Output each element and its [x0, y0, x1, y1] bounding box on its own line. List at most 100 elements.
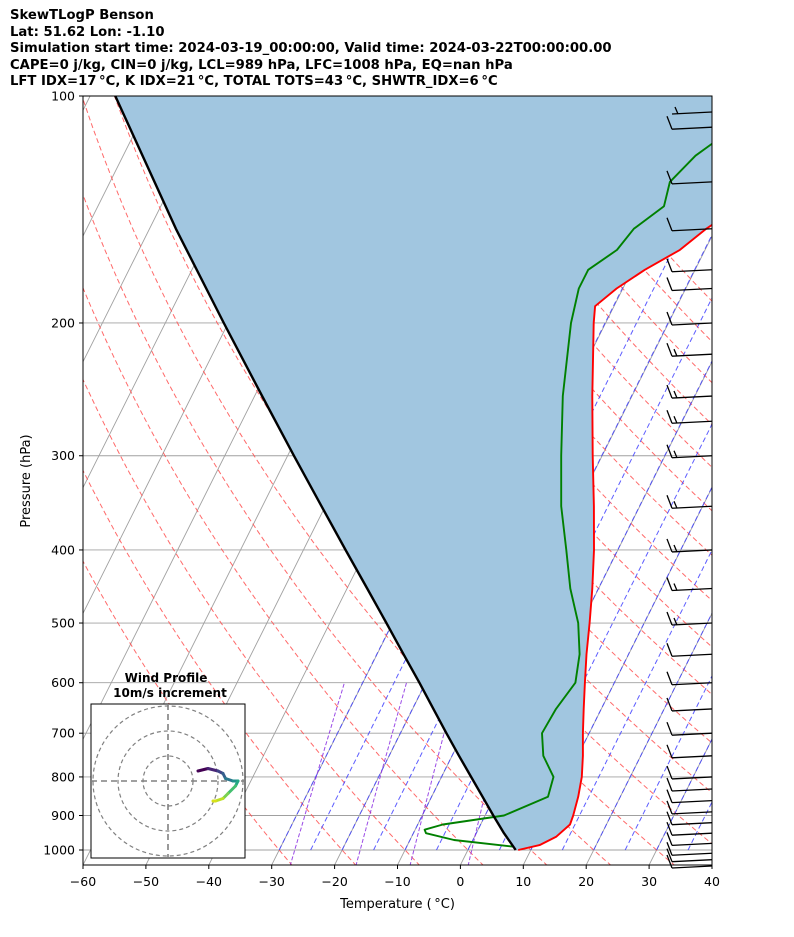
- wind-barb-flag: [666, 384, 673, 399]
- wind-barb: [666, 832, 713, 847]
- wind-barb-shaft: [671, 865, 713, 869]
- mixing-ratio-line: [409, 682, 458, 865]
- sounding-profiles: [114, 96, 712, 851]
- wind-barb-flag: [666, 115, 673, 130]
- wind-barb-flag: [666, 577, 673, 591]
- wind-barb-shaft: [671, 822, 713, 826]
- wind-barb-shaft: [671, 859, 713, 863]
- isotherm: [774, 96, 794, 866]
- wind-barb-flag: [666, 811, 673, 825]
- wind-barb: [666, 821, 713, 836]
- wind-barb: [666, 848, 713, 863]
- wind-barb-flag: [666, 800, 673, 815]
- wind-barb-flag: [666, 848, 673, 862]
- mixing-ratio-line: [355, 682, 407, 865]
- x-tick-label: −40: [196, 874, 222, 889]
- wind-barb-flag: [666, 777, 673, 792]
- wind-barb-shaft: [671, 322, 713, 326]
- y-tick-label: 100: [51, 89, 75, 104]
- wind-barb-shaft: [671, 852, 713, 856]
- wind-barb-shaft: [671, 622, 713, 626]
- dewpoint-profile-line: [423, 142, 712, 848]
- hodograph-inset: Wind Profile 10m/s increment: [90, 671, 246, 859]
- wind-barb: [666, 384, 713, 399]
- x-tick-label: −60: [70, 874, 96, 889]
- moist-adiabat: [656, 737, 712, 851]
- wind-barb-flag: [666, 721, 673, 736]
- chart-title-line-5: LFT IDX=17 °C, K IDX=21 °C, TOTAL TOTS=4…: [10, 74, 498, 90]
- wind-barb-half-flag: [673, 617, 678, 626]
- wind-barb: [666, 697, 713, 712]
- wind-barb-half-flag: [673, 415, 678, 424]
- wind-barb: [666, 643, 713, 657]
- wind-barb: [666, 311, 713, 326]
- wind-barb-flag: [666, 697, 673, 712]
- wind-barb-flag: [666, 410, 673, 424]
- hodograph-trace-segment: [196, 767, 210, 773]
- wind-barb: [671, 106, 713, 115]
- hodograph-plot: [91, 704, 245, 858]
- cape-shaded-region: [115, 96, 712, 850]
- dry-adiabat: [146, 96, 712, 845]
- wind-barb-shaft: [671, 420, 713, 424]
- wind-barb-half-flag: [673, 583, 678, 591]
- wind-barb-shaft: [671, 353, 713, 357]
- moist-adiabat: [593, 611, 712, 851]
- wind-barb-half-flag: [674, 106, 679, 115]
- wind-barb-half-flag: [673, 390, 678, 399]
- wind-barb: [666, 765, 713, 780]
- hodograph-title: Wind Profile: [125, 671, 208, 685]
- wind-barb-flag: [666, 744, 673, 759]
- cape-area: [115, 96, 712, 850]
- wind-barb-flag: [666, 611, 673, 626]
- wind-barb: [666, 577, 713, 592]
- wind-barb-half-flag: [673, 500, 678, 509]
- dry-adiabat: [83, 286, 484, 865]
- x-tick-label: −10: [384, 874, 410, 889]
- wind-barb-flag: [666, 342, 673, 357]
- dry-adiabat: [374, 96, 712, 512]
- chart-title-line-3: Simulation start time: 2024-03-19_00:00:…: [10, 41, 612, 57]
- y-tick-label: 800: [51, 769, 75, 784]
- wind-barb: [666, 811, 713, 826]
- wind-barb-flag: [666, 444, 673, 458]
- wind-barb: [666, 611, 713, 626]
- isotherm: [83, 96, 217, 363]
- wind-barb: [666, 789, 713, 804]
- wind-barb: [666, 721, 713, 736]
- x-tick-label: 30: [641, 874, 657, 889]
- isotherm: [585, 612, 712, 865]
- y-tick-label: 600: [51, 675, 75, 690]
- isotherm: [83, 96, 91, 112]
- x-tick-label: 40: [704, 874, 720, 889]
- wind-barb-shaft: [671, 111, 713, 115]
- y-tick-label: 700: [51, 726, 75, 741]
- wind-barb: [666, 800, 713, 815]
- wind-barb: [666, 854, 713, 869]
- wind-barb: [666, 115, 713, 130]
- wind-barb-shaft: [671, 287, 713, 292]
- moist-adiabat: [561, 549, 712, 851]
- x-tick-label: −50: [133, 874, 159, 889]
- x-tick-label: 0: [456, 874, 464, 889]
- wind-barb-shaft: [671, 653, 713, 657]
- wind-barb-shaft: [671, 788, 713, 792]
- wind-barb-flag: [666, 643, 673, 657]
- wind-barb: [666, 777, 713, 792]
- wind-barb-flag: [666, 854, 673, 869]
- wind-barb-shaft: [671, 799, 713, 804]
- wind-barb-flag: [666, 789, 673, 803]
- wind-barb: [666, 170, 713, 185]
- wind-barb-flag: [666, 217, 673, 232]
- wind-barb: [666, 538, 713, 553]
- isotherm: [522, 486, 712, 865]
- wind-barb-flag: [666, 821, 673, 836]
- y-tick-label: 900: [51, 808, 75, 823]
- wind-barb-half-flag: [673, 450, 678, 459]
- wind-barb: [666, 494, 713, 509]
- chart-title-line-2: Lat: 51.62 Lon: -1.10: [10, 24, 165, 40]
- isotherm: [711, 863, 712, 865]
- wind-barb-flag: [666, 842, 673, 856]
- chart-title-line-4: CAPE=0 j/kg, CIN=0 j/kg, LCL=989 hPa, LF…: [10, 57, 513, 73]
- parcel-profile-line: [114, 96, 517, 851]
